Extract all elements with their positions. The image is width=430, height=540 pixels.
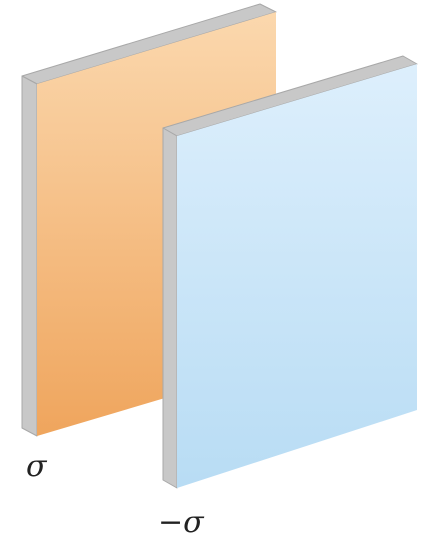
negative-plate-side-edge	[162, 127, 178, 489]
negative-charge-label: −σ	[158, 505, 204, 540]
positive-plate-side-edge	[21, 75, 38, 437]
positive-charge-label: σ	[26, 449, 47, 484]
negative-plate	[162, 55, 418, 489]
negative-plate-face	[177, 64, 417, 488]
